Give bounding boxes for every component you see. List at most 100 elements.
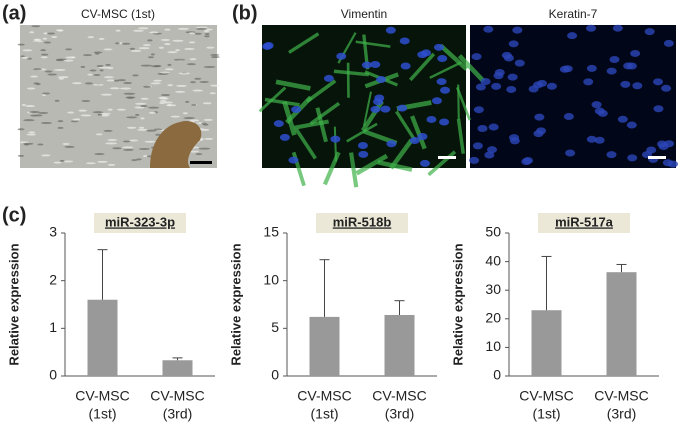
cell xyxy=(147,106,160,109)
scale-bar xyxy=(190,161,212,164)
nucleus xyxy=(477,124,488,132)
nucleus xyxy=(532,81,543,89)
cell xyxy=(176,84,187,87)
cell xyxy=(40,49,47,52)
cell xyxy=(135,113,140,116)
nucleus xyxy=(494,68,505,76)
chart-title: miR-518b xyxy=(333,214,392,229)
micrographs xyxy=(17,24,678,188)
nucleus xyxy=(509,134,520,142)
fiber xyxy=(315,107,328,143)
fiber xyxy=(349,152,359,188)
x-tick-label: (1st) xyxy=(89,406,117,422)
cell xyxy=(26,133,37,136)
fiber xyxy=(309,101,341,126)
cell xyxy=(54,99,60,102)
nucleus xyxy=(546,82,557,90)
nucleus xyxy=(361,61,372,69)
cell xyxy=(82,54,93,57)
cell xyxy=(21,103,26,106)
scale-bar xyxy=(648,156,666,159)
cell xyxy=(130,49,142,52)
cell xyxy=(57,76,69,79)
cell xyxy=(96,64,104,67)
cell xyxy=(191,103,197,106)
cell xyxy=(126,116,138,119)
cell xyxy=(40,53,49,56)
y-tick-label: 1 xyxy=(49,319,57,335)
cell xyxy=(93,73,101,76)
y-tick-label: 10 xyxy=(485,338,501,354)
x-tick-label: CV-MSC xyxy=(75,388,129,404)
nucleus xyxy=(262,42,273,50)
nucleus xyxy=(534,113,545,121)
cell xyxy=(140,117,145,120)
cell xyxy=(33,38,42,41)
nucleus xyxy=(662,159,673,167)
panel-label: (b) xyxy=(232,2,258,24)
cell xyxy=(22,49,33,52)
cell xyxy=(44,70,53,73)
image-caption: CV-MSC (1st) xyxy=(81,7,155,21)
cell xyxy=(107,138,118,141)
cell xyxy=(129,139,139,142)
cell xyxy=(210,53,220,56)
cell xyxy=(123,148,134,151)
cell xyxy=(204,35,210,38)
nucleus xyxy=(488,123,499,131)
nucleus xyxy=(426,115,437,123)
nucleus xyxy=(609,55,620,63)
cell xyxy=(61,160,74,163)
cell xyxy=(146,129,157,132)
nucleus xyxy=(409,137,420,145)
x-tick-label: CV-MSC xyxy=(150,388,204,404)
cell xyxy=(57,120,64,123)
cell xyxy=(53,68,66,71)
cell xyxy=(31,25,41,28)
nucleus xyxy=(594,107,605,115)
nucleus xyxy=(279,133,290,141)
nucleus xyxy=(472,142,483,150)
fiber xyxy=(288,32,320,54)
cell xyxy=(70,120,79,123)
cell xyxy=(87,73,93,76)
image-caption: Keratin-7 xyxy=(549,7,598,21)
cell xyxy=(172,39,184,42)
cell xyxy=(188,32,196,35)
cell xyxy=(204,32,210,35)
cell xyxy=(107,108,113,111)
cell xyxy=(112,147,122,150)
image-caption: Vimentin xyxy=(341,7,387,21)
scale-bar xyxy=(438,156,456,159)
cell xyxy=(42,92,51,95)
nucleus xyxy=(399,37,410,45)
nucleus xyxy=(657,140,668,148)
nucleus xyxy=(586,64,597,72)
error-bar xyxy=(616,263,627,273)
cell xyxy=(147,56,155,59)
nucleus xyxy=(330,135,341,143)
bar xyxy=(162,360,193,376)
cell xyxy=(17,154,25,157)
cell xyxy=(199,80,210,83)
cell xyxy=(158,46,164,49)
x-tick-label: (3rd) xyxy=(385,406,415,422)
nucleus xyxy=(501,51,512,59)
fiber xyxy=(457,54,486,83)
cell xyxy=(42,93,47,96)
error-bar xyxy=(394,300,405,315)
nucleus xyxy=(661,84,672,92)
cell xyxy=(93,83,104,86)
nucleus xyxy=(491,82,502,90)
cell xyxy=(105,63,111,66)
cell xyxy=(23,119,35,122)
cell xyxy=(159,102,166,105)
cell xyxy=(38,111,49,114)
cell xyxy=(137,27,149,30)
panel-label: (a) xyxy=(2,2,26,24)
cell xyxy=(140,97,149,100)
fiber xyxy=(346,122,378,143)
cell xyxy=(17,43,25,46)
nucleus xyxy=(373,98,384,106)
